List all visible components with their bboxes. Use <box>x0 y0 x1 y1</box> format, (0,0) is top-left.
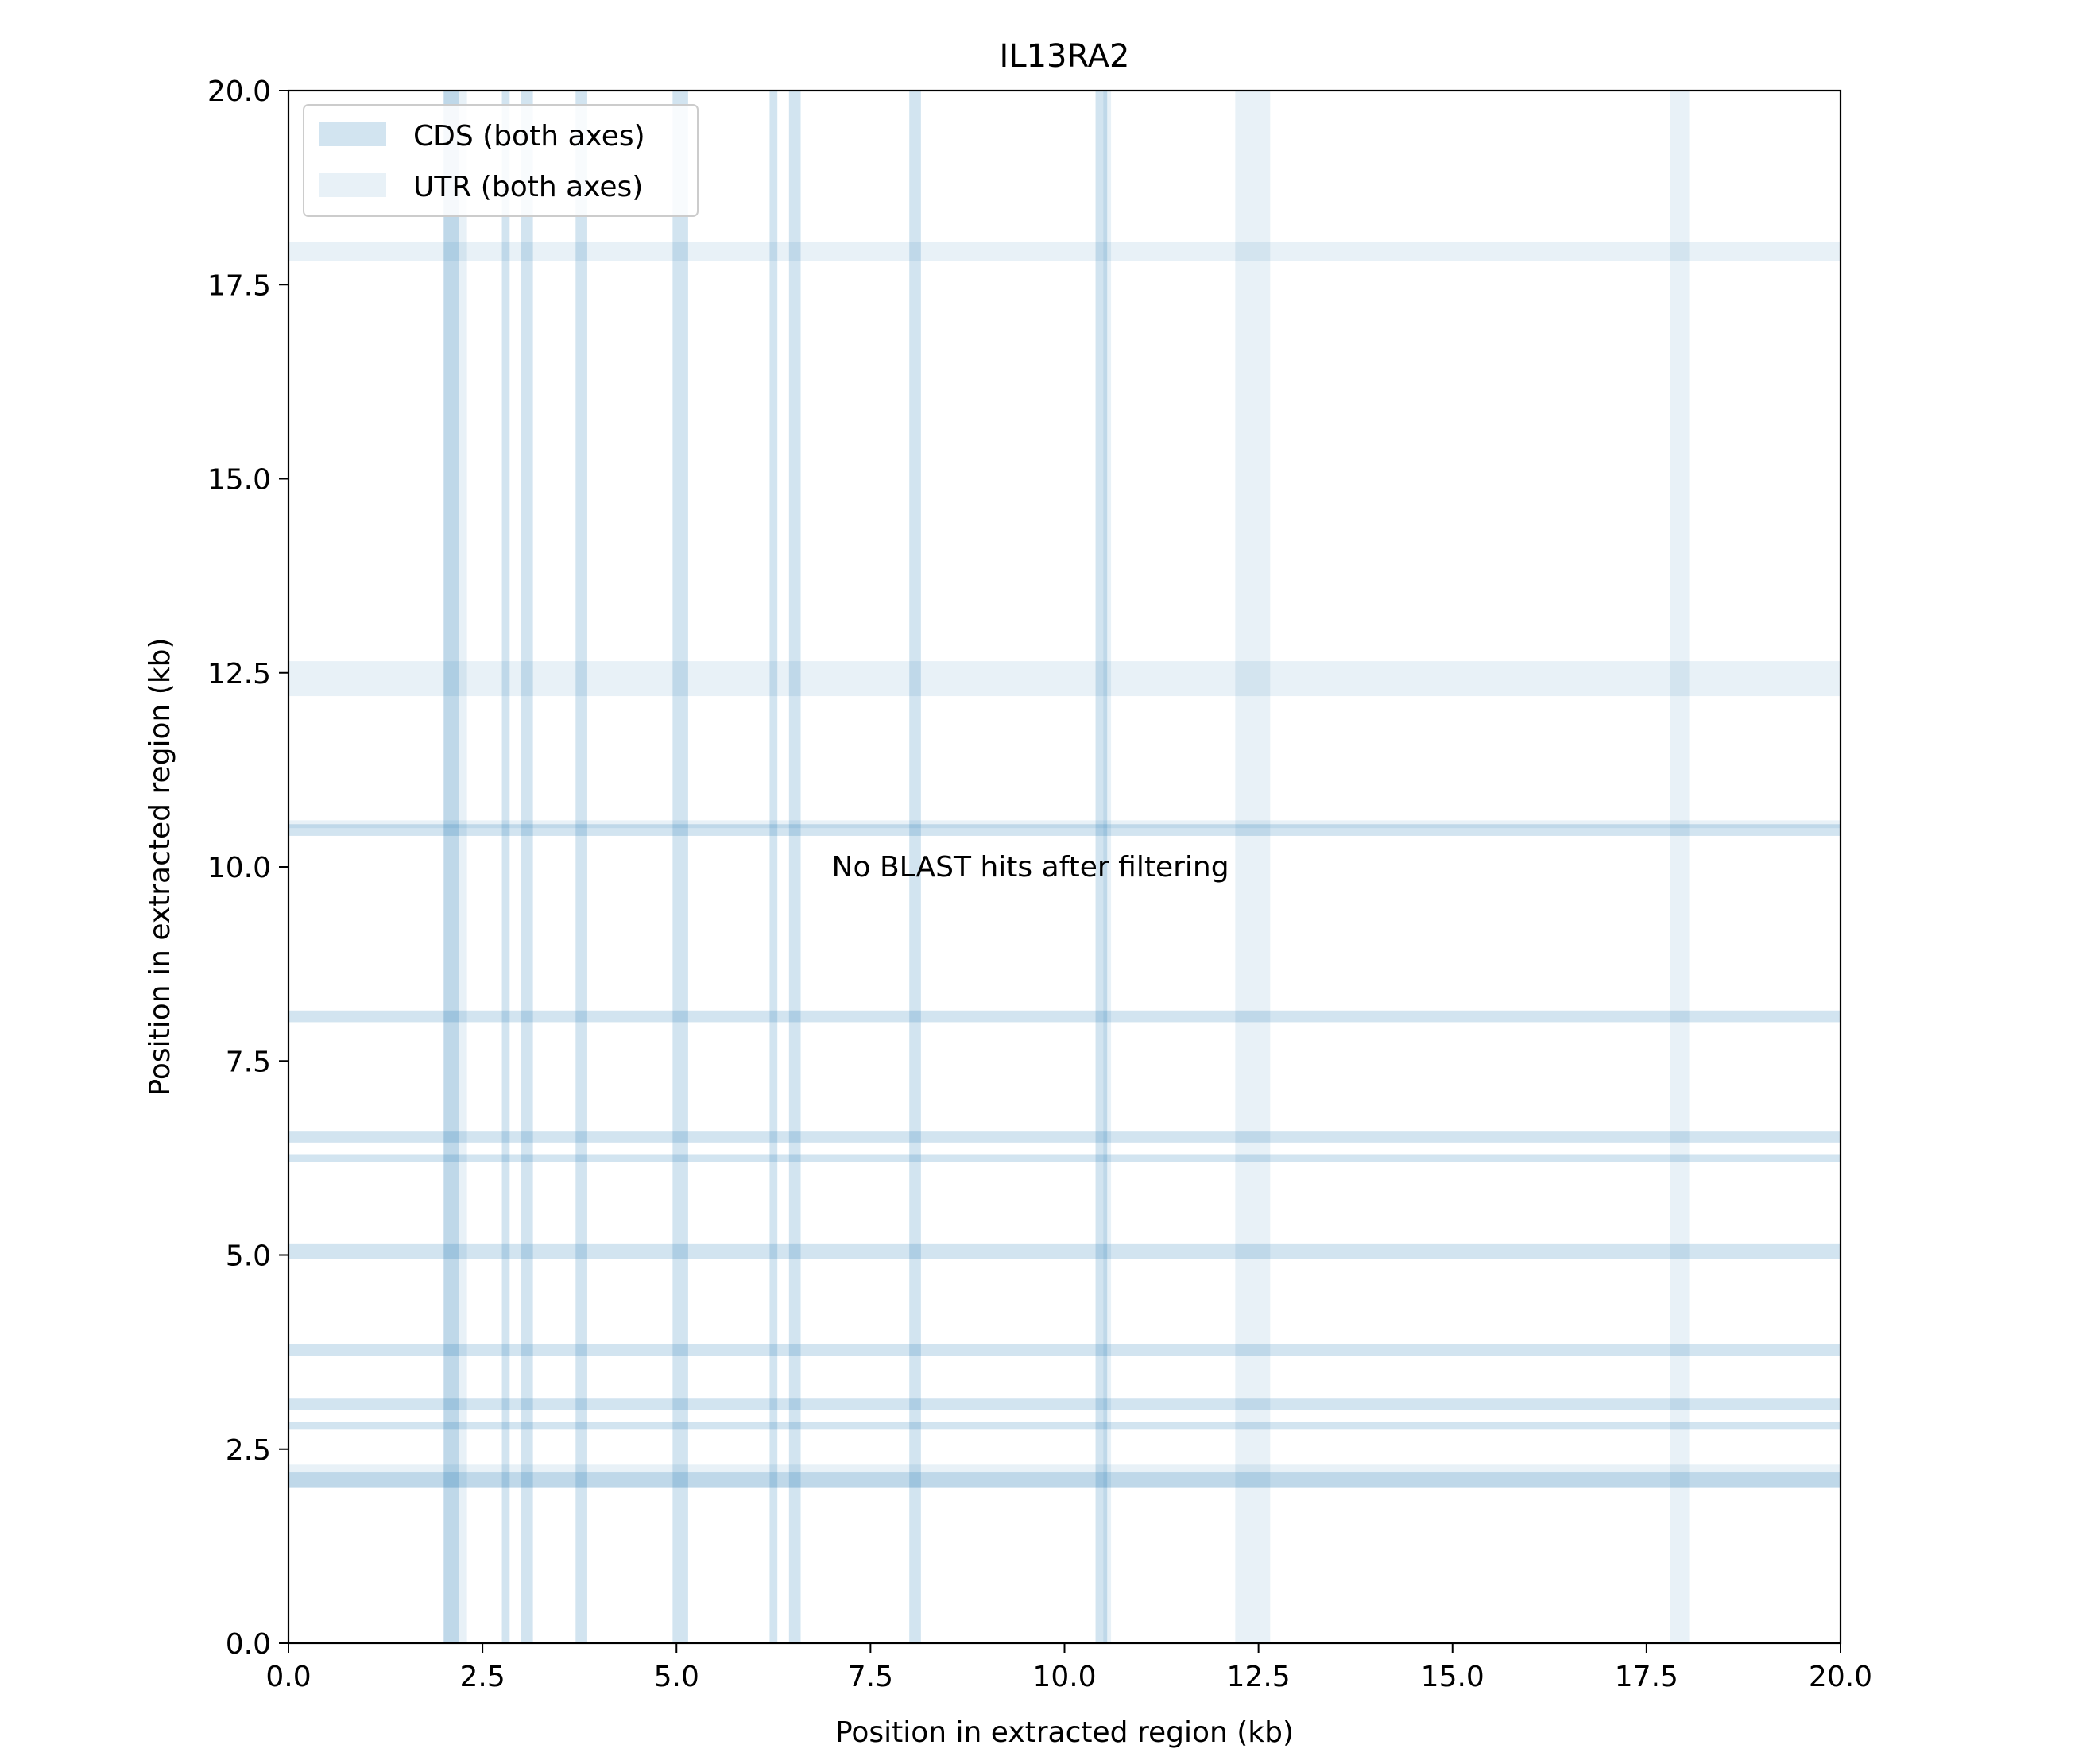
y-tick-label-4: 10.0 <box>207 852 271 884</box>
cds-band-vertical-4 <box>672 91 688 1643</box>
cds-band-horizontal-0 <box>288 1472 1841 1488</box>
cds-band-horizontal-1 <box>288 1422 1841 1430</box>
x-tick-label-0: 0.0 <box>265 1661 311 1693</box>
cds-band-vertical-7 <box>909 91 921 1643</box>
axis-ticks: 0.00.0 2.5 2.5 5.0 5.0 7.5 7.5 10.0 10.0 12.5 12.5… <box>207 75 1872 1693</box>
utr-band-vertical-3 <box>1670 91 1690 1643</box>
no-hits-annotation: No BLAST hits after filtering <box>832 851 1229 884</box>
utr-band-vertical-2 <box>1235 91 1271 1643</box>
chart-title: IL13RA2 <box>1000 38 1130 75</box>
utr-band-vertical-0 <box>443 91 467 1643</box>
y-tick-label-1: 2.5 <box>226 1434 271 1467</box>
x-tick-label-2: 5.0 <box>654 1661 699 1693</box>
x-tick-label-7: 17.5 <box>1615 1661 1678 1693</box>
cds-band-vertical-8 <box>1095 91 1108 1643</box>
y-tick-label-0: 0.0 <box>226 1628 271 1661</box>
cds-band-vertical-0 <box>443 91 459 1643</box>
cds-band-vertical-6 <box>788 91 801 1643</box>
legend-swatch-cds <box>319 122 386 146</box>
y-tick-label-5: 12.5 <box>207 658 271 691</box>
utr-band-vertical-1 <box>1103 91 1112 1643</box>
region-bands <box>288 91 1841 1643</box>
y-tick-label-6: 15.0 <box>207 464 271 497</box>
cds-band-vertical-3 <box>575 91 587 1643</box>
cds-band-vertical-2 <box>521 91 533 1643</box>
x-tick-label-6: 15.0 <box>1421 1661 1484 1693</box>
legend: CDS (both axes) UTR (both axes) <box>303 104 699 217</box>
x-tick-label-4: 10.0 <box>1032 1661 1096 1693</box>
x-tick-label-3: 7.5 <box>848 1661 893 1693</box>
x-tick-label-8: 20.0 <box>1809 1661 1872 1693</box>
legend-box <box>303 104 699 217</box>
x-tick-label-5: 12.5 <box>1227 1661 1291 1693</box>
y-tick-label-7: 17.5 <box>207 269 271 302</box>
cds-band-horizontal-6 <box>288 1131 1841 1143</box>
cds-band-horizontal-5 <box>288 1154 1841 1162</box>
legend-label-utr: UTR (both axes) <box>413 171 643 203</box>
cds-band-vertical-1 <box>501 91 510 1643</box>
utr-band-horizontal-2 <box>288 661 1841 697</box>
utr-band-horizontal-1 <box>288 820 1841 829</box>
cds-band-horizontal-3 <box>288 1344 1841 1356</box>
x-tick-label-1: 2.5 <box>459 1661 505 1693</box>
cds-band-horizontal-4 <box>288 1243 1841 1259</box>
y-tick-label-2: 5.0 <box>226 1240 271 1273</box>
y-tick-label-8: 20.0 <box>207 75 271 108</box>
cds-band-horizontal-2 <box>288 1398 1841 1410</box>
y-axis-label: Position in extracted region (kb) <box>144 637 176 1096</box>
utr-band-horizontal-3 <box>288 242 1841 261</box>
legend-swatch-utr <box>319 173 386 197</box>
utr-band-horizontal-0 <box>288 1464 1841 1488</box>
x-axis-label: Position in extracted region (kb) <box>835 1716 1294 1749</box>
cds-band-vertical-5 <box>769 91 778 1643</box>
y-tick-label-3: 7.5 <box>226 1046 271 1078</box>
legend-label-cds: CDS (both axes) <box>413 120 645 153</box>
cds-band-horizontal-8 <box>288 824 1841 836</box>
cds-band-horizontal-7 <box>288 1010 1841 1023</box>
